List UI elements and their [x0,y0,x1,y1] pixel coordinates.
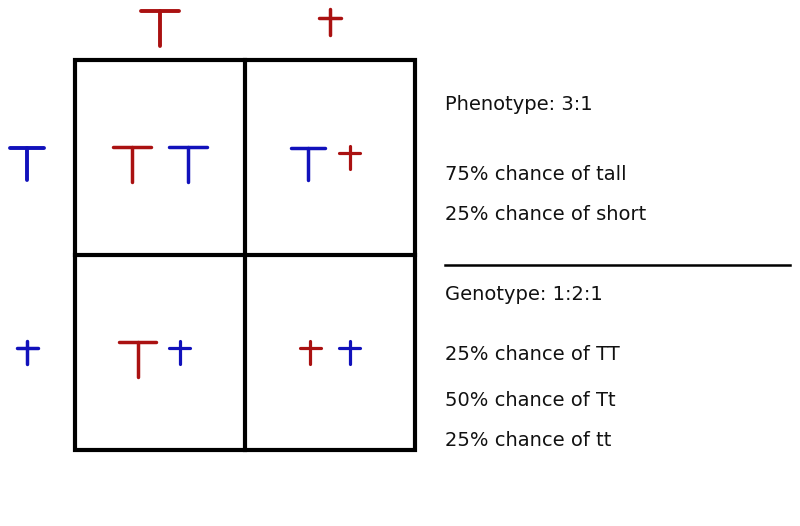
Text: 25% chance of short: 25% chance of short [445,206,646,225]
Text: 25% chance of TT: 25% chance of TT [445,346,620,365]
Text: 50% chance of Tt: 50% chance of Tt [445,390,616,410]
Bar [75,60,415,450]
Text: Genotype: 1:2:1: Genotype: 1:2:1 [445,286,602,305]
Text: Phenotype: 3:1: Phenotype: 3:1 [445,96,593,115]
Text: 75% chance of tall: 75% chance of tall [445,166,626,185]
Text: 25% chance of tt: 25% chance of tt [445,430,611,450]
